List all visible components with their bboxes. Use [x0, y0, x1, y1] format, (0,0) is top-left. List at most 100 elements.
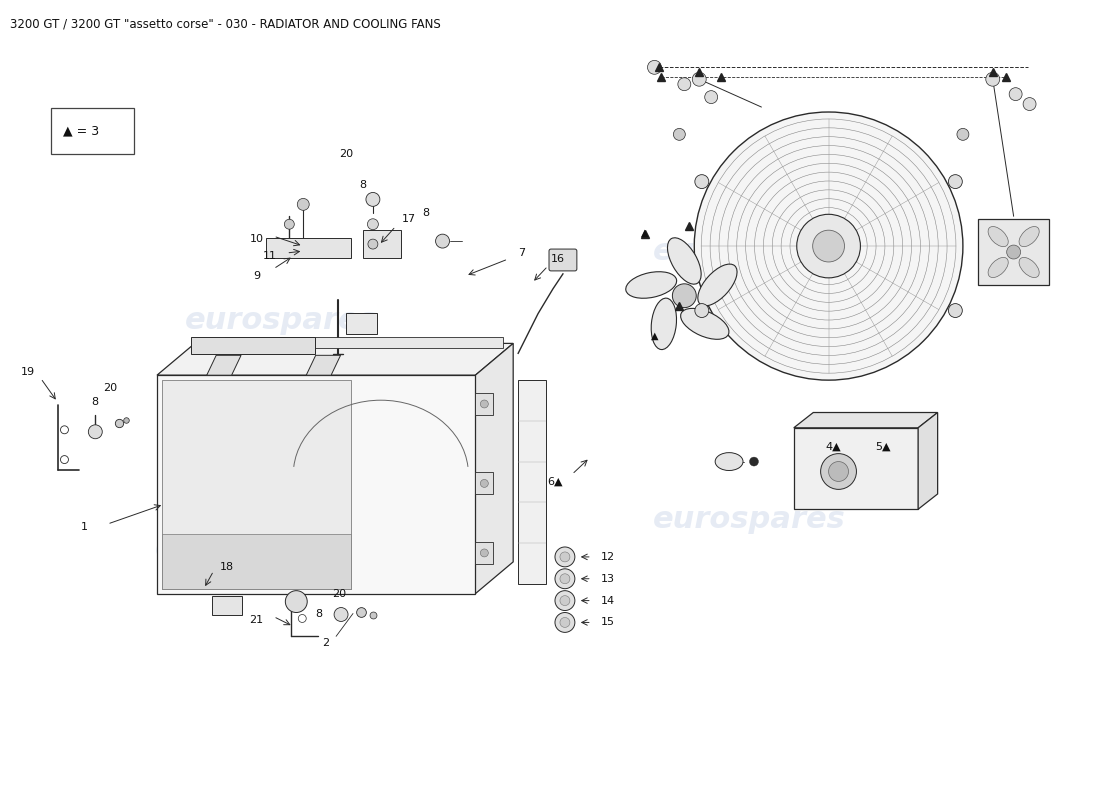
FancyBboxPatch shape: [518, 380, 546, 584]
Circle shape: [556, 613, 575, 632]
Circle shape: [828, 462, 848, 482]
Text: 8: 8: [91, 397, 99, 407]
Circle shape: [560, 596, 570, 606]
Circle shape: [436, 234, 450, 248]
Text: ▲: ▲: [641, 228, 648, 238]
Circle shape: [749, 457, 758, 466]
Circle shape: [88, 425, 102, 438]
Text: eurospares: eurospares: [155, 534, 348, 563]
Ellipse shape: [715, 453, 742, 470]
Text: 20: 20: [339, 149, 353, 158]
Text: 1: 1: [81, 522, 88, 532]
Polygon shape: [475, 343, 514, 594]
Circle shape: [481, 549, 488, 557]
Text: 8: 8: [360, 181, 366, 190]
Circle shape: [560, 574, 570, 584]
Circle shape: [692, 72, 706, 86]
Text: 20: 20: [103, 383, 118, 393]
Ellipse shape: [988, 226, 1009, 246]
Text: ▲: ▲: [651, 330, 658, 341]
Circle shape: [556, 547, 575, 567]
Circle shape: [948, 174, 962, 189]
Text: 12: 12: [601, 552, 615, 562]
Polygon shape: [157, 343, 514, 375]
Text: 2: 2: [322, 638, 330, 648]
Polygon shape: [475, 393, 493, 415]
Text: 14: 14: [601, 595, 615, 606]
Circle shape: [481, 479, 488, 487]
Text: 9: 9: [253, 271, 260, 281]
Circle shape: [986, 72, 1000, 86]
Circle shape: [1009, 88, 1022, 101]
Text: 8: 8: [316, 609, 322, 618]
Circle shape: [695, 174, 708, 189]
Circle shape: [481, 400, 488, 408]
Circle shape: [694, 112, 962, 380]
Text: 17: 17: [402, 214, 416, 224]
Text: 10: 10: [250, 234, 264, 244]
Circle shape: [821, 454, 857, 490]
Text: 4▲: 4▲: [826, 442, 842, 452]
Ellipse shape: [1019, 258, 1040, 278]
Polygon shape: [211, 596, 242, 615]
Circle shape: [796, 214, 860, 278]
FancyBboxPatch shape: [978, 219, 1049, 285]
Text: eurospares: eurospares: [652, 505, 846, 534]
Polygon shape: [306, 355, 341, 375]
Circle shape: [560, 618, 570, 627]
Polygon shape: [475, 473, 493, 494]
Polygon shape: [162, 534, 351, 589]
Circle shape: [813, 230, 845, 262]
Ellipse shape: [1019, 226, 1040, 246]
Text: eurospares: eurospares: [185, 306, 377, 335]
Circle shape: [334, 607, 348, 622]
Text: 18: 18: [220, 562, 233, 572]
Polygon shape: [207, 355, 241, 375]
Circle shape: [705, 90, 717, 103]
Circle shape: [556, 569, 575, 589]
Circle shape: [1023, 98, 1036, 110]
FancyBboxPatch shape: [51, 108, 134, 154]
Circle shape: [678, 78, 691, 90]
FancyBboxPatch shape: [266, 238, 351, 258]
FancyBboxPatch shape: [363, 230, 400, 258]
Text: 3200 GT / 3200 GT "assetto corse" - 030 - RADIATOR AND COOLING FANS: 3200 GT / 3200 GT "assetto corse" - 030 …: [10, 18, 440, 30]
Circle shape: [957, 128, 969, 140]
Circle shape: [367, 218, 378, 230]
Polygon shape: [162, 380, 351, 589]
Text: eurospares: eurospares: [652, 237, 846, 266]
FancyBboxPatch shape: [549, 249, 576, 271]
Text: 8: 8: [422, 208, 429, 218]
Circle shape: [285, 590, 307, 613]
Ellipse shape: [988, 258, 1009, 278]
Text: 16: 16: [551, 254, 565, 264]
Text: 7: 7: [518, 248, 526, 258]
Text: 13: 13: [601, 574, 615, 584]
Ellipse shape: [626, 272, 676, 298]
Text: 20: 20: [332, 589, 346, 598]
Circle shape: [695, 303, 708, 318]
Text: 6▲: 6▲: [547, 477, 563, 486]
Circle shape: [60, 426, 68, 434]
Circle shape: [366, 193, 379, 206]
Polygon shape: [475, 542, 493, 564]
Circle shape: [297, 198, 309, 210]
Polygon shape: [794, 428, 918, 510]
Circle shape: [648, 60, 661, 74]
Circle shape: [367, 239, 378, 249]
Text: 19: 19: [21, 367, 35, 377]
Circle shape: [1006, 245, 1021, 259]
Circle shape: [60, 456, 68, 463]
FancyBboxPatch shape: [345, 313, 377, 334]
Circle shape: [672, 284, 696, 308]
Polygon shape: [224, 338, 503, 348]
Circle shape: [284, 219, 295, 229]
Ellipse shape: [651, 298, 676, 350]
Text: ▲ = 3: ▲ = 3: [64, 124, 100, 138]
Text: 11: 11: [263, 251, 276, 261]
Polygon shape: [918, 413, 937, 510]
Circle shape: [556, 590, 575, 610]
Text: 5▲: 5▲: [876, 442, 891, 452]
Circle shape: [673, 128, 685, 140]
Ellipse shape: [681, 308, 729, 339]
